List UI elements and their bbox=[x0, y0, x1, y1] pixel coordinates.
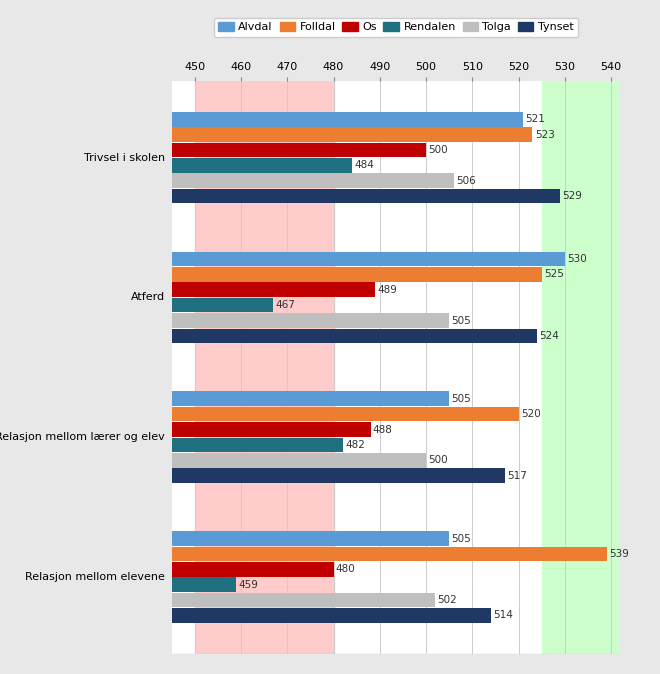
Bar bbox=[172, 112, 523, 127]
Text: 467: 467 bbox=[276, 300, 296, 310]
Text: 459: 459 bbox=[239, 580, 259, 590]
Bar bbox=[172, 608, 491, 623]
Bar bbox=[172, 282, 375, 297]
Bar bbox=[172, 143, 426, 157]
Text: 539: 539 bbox=[609, 549, 629, 559]
Text: 517: 517 bbox=[507, 470, 527, 481]
Text: 520: 520 bbox=[521, 409, 541, 419]
Bar bbox=[172, 562, 333, 576]
Text: 480: 480 bbox=[336, 564, 356, 574]
Text: 488: 488 bbox=[373, 425, 393, 435]
Bar bbox=[195, 81, 333, 654]
Text: 500: 500 bbox=[428, 145, 448, 155]
Text: 505: 505 bbox=[451, 315, 471, 326]
Text: 500: 500 bbox=[428, 455, 448, 465]
Text: 530: 530 bbox=[567, 254, 587, 264]
Text: 506: 506 bbox=[456, 176, 476, 186]
Bar bbox=[172, 407, 519, 421]
Bar bbox=[172, 547, 607, 561]
Bar bbox=[172, 189, 560, 204]
Bar bbox=[172, 329, 537, 343]
Bar bbox=[172, 267, 542, 282]
Bar bbox=[172, 313, 449, 328]
Bar bbox=[542, 81, 620, 654]
Text: 484: 484 bbox=[354, 160, 374, 171]
Text: 505: 505 bbox=[451, 534, 471, 543]
Bar bbox=[172, 298, 273, 313]
Text: 524: 524 bbox=[539, 331, 559, 341]
Legend: Alvdal, Folldal, Os, Rendalen, Tolga, Tynset: Alvdal, Folldal, Os, Rendalen, Tolga, Ty… bbox=[214, 18, 578, 37]
Bar bbox=[172, 592, 436, 607]
Text: 521: 521 bbox=[525, 115, 545, 124]
Bar bbox=[172, 531, 449, 546]
Text: 489: 489 bbox=[378, 285, 397, 295]
Bar bbox=[172, 422, 370, 437]
Bar bbox=[172, 127, 533, 142]
Text: 502: 502 bbox=[438, 595, 457, 605]
Bar bbox=[172, 173, 454, 188]
Bar bbox=[172, 392, 449, 406]
Text: 505: 505 bbox=[451, 394, 471, 404]
Bar bbox=[172, 251, 565, 266]
Text: 525: 525 bbox=[544, 270, 564, 280]
Bar bbox=[172, 468, 505, 483]
Text: 482: 482 bbox=[345, 440, 365, 450]
Text: 514: 514 bbox=[493, 611, 513, 620]
Bar bbox=[172, 437, 343, 452]
Bar bbox=[172, 453, 426, 468]
Bar bbox=[172, 578, 236, 592]
Text: 529: 529 bbox=[562, 191, 582, 201]
Bar bbox=[172, 158, 352, 173]
Text: 523: 523 bbox=[535, 129, 554, 140]
